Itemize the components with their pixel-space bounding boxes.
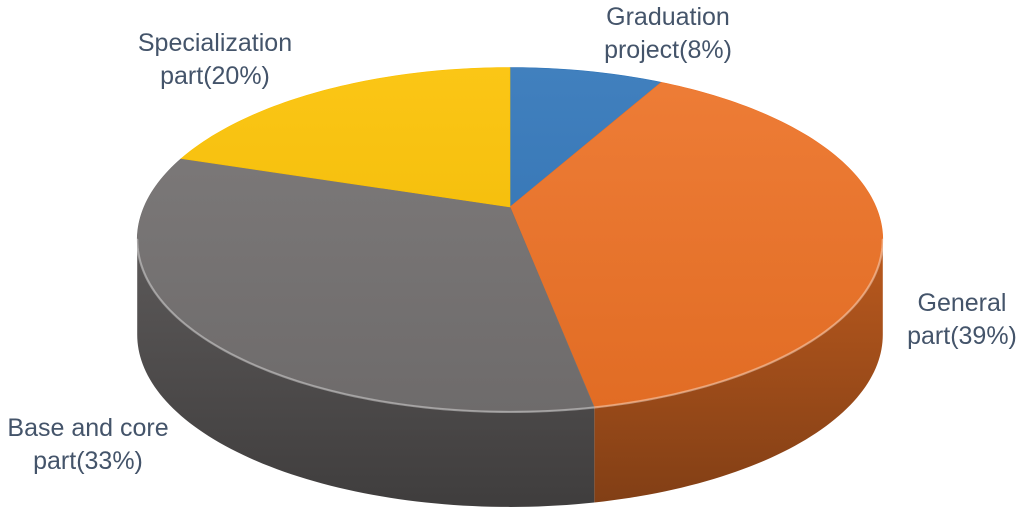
slice-label-line: part(20%) xyxy=(160,62,270,90)
slice-label-line: part(33%) xyxy=(33,447,143,475)
pie-slice-side-base-and-core-part xyxy=(137,239,595,507)
pie-slice-general-part xyxy=(509,81,884,408)
slice-label-line: Base and core xyxy=(7,414,169,442)
pie-slice-specialization-part xyxy=(180,67,511,208)
slice-label-line: Specialization xyxy=(137,29,293,57)
slice-label-line: Graduation xyxy=(606,3,730,31)
slice-label-specialization-part: Specialization part(20%) xyxy=(113,27,317,93)
slice-label-line: project(8%) xyxy=(604,36,732,64)
slice-label-line: part(39%) xyxy=(907,322,1017,350)
slice-label-base-and-core-part: Base and core part(33%) xyxy=(0,412,176,478)
pie-slice-graduation-project xyxy=(509,67,662,208)
slice-label-general-part: General part(39%) xyxy=(880,287,1024,353)
slice-label-graduation-project: Graduation project(8%) xyxy=(568,1,768,67)
pie-rim-highlight xyxy=(136,238,884,414)
slice-label-line: General xyxy=(917,289,1007,317)
pie-slice-base-and-core-part xyxy=(136,158,595,413)
pie-slice-side-general-part xyxy=(594,239,883,503)
